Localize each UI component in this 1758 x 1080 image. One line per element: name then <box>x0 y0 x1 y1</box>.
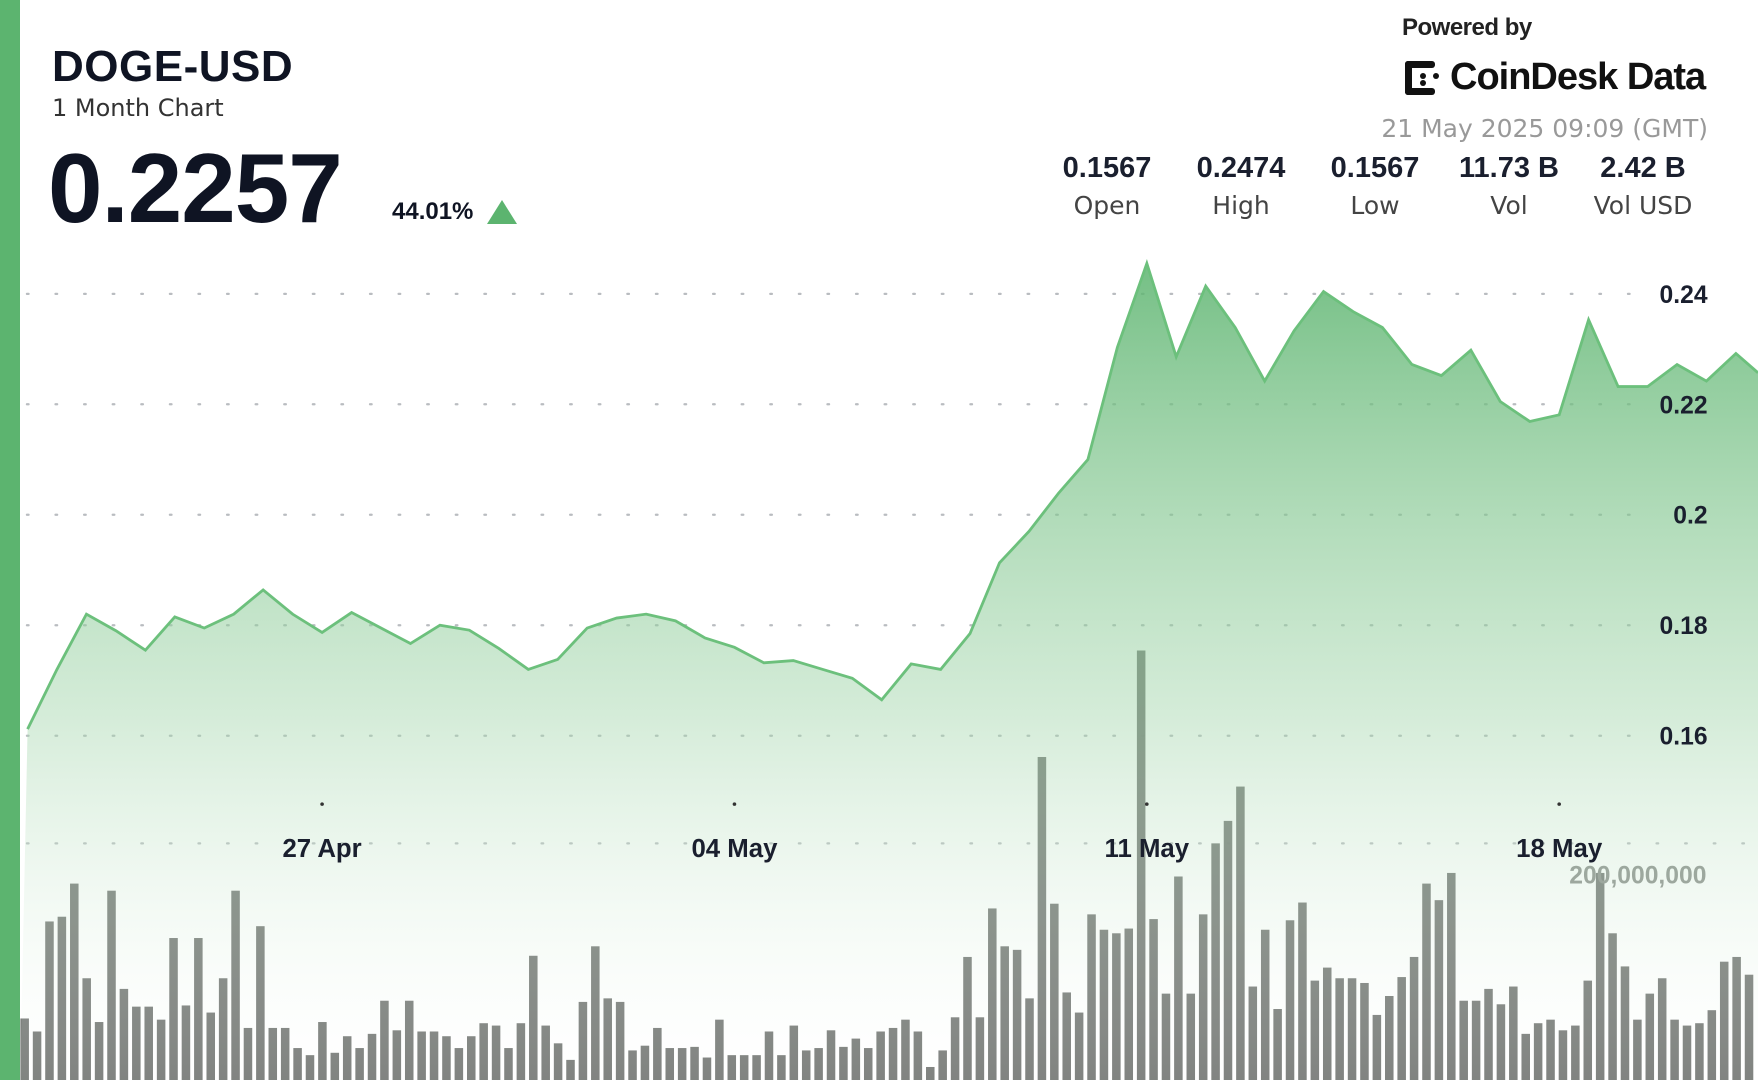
stat-value: 11.73 B <box>1459 152 1559 184</box>
stat-label: Vol <box>1490 191 1528 220</box>
chart-subtitle: 1 Month Chart <box>52 94 224 122</box>
stat-value: 2.42 B <box>1600 152 1686 184</box>
price-line <box>26 259 1758 730</box>
y-axis: 0.16 0.18 0.2 0.22 0.24 <box>1660 282 1708 751</box>
x-tick-label: 04 May <box>691 835 778 863</box>
stat-label: Low <box>1350 191 1400 220</box>
stat-high: 0.2474 High <box>1174 152 1308 220</box>
stat-value: 0.1567 <box>1330 152 1420 184</box>
y-tick-label: 0.18 <box>1660 613 1708 640</box>
x-tick-mark <box>732 802 737 806</box>
x-tick-mark <box>1557 802 1561 806</box>
powered-by: Powered by <box>1402 14 1532 41</box>
y-tick-label: 0.24 <box>1660 282 1708 309</box>
stats-row: 0.1567 Open 0.2474 High 0.1567 Low 11.73 B V… <box>1040 152 1710 220</box>
price-change: 44.01% <box>392 198 518 226</box>
x-tick-label: 18 May <box>1516 835 1603 863</box>
x-tick-label: 11 May <box>1105 835 1190 863</box>
stat-value: 0.2474 <box>1196 152 1286 184</box>
x-axis: 27 Apr 04 May 11 May 18 May <box>282 802 1603 863</box>
y-tick-label: 0.2 <box>1673 503 1707 530</box>
x-tick-mark <box>1145 802 1149 806</box>
stat-vol: 11.73 B Vol <box>1442 152 1576 220</box>
x-tick-label: 27 Apr <box>282 835 361 863</box>
accent-bar <box>0 0 20 1080</box>
up-triangle-icon <box>487 200 518 224</box>
change-percent: 44.01% <box>392 198 474 225</box>
stat-label: Open <box>1073 191 1141 220</box>
stat-low: 0.1567 Low <box>1308 152 1442 220</box>
stat-open: 0.1567 Open <box>1040 152 1174 220</box>
price-area <box>20 263 1758 1080</box>
stat-label: Vol USD <box>1593 191 1693 220</box>
y-tick-label: 0.16 <box>1660 724 1708 751</box>
y-tick-label: 0.22 <box>1660 392 1708 419</box>
x-tick-mark <box>320 802 324 806</box>
brand-logo: CoinDesk Data <box>1402 56 1706 99</box>
stat-label: High <box>1212 191 1270 220</box>
current-price: 0.2257 <box>48 133 343 243</box>
symbol-title: DOGE-USD <box>52 42 294 91</box>
timestamp: 21 May 2025 09:09 (GMT) <box>1381 114 1708 143</box>
stat-value: 0.1567 <box>1062 152 1152 184</box>
stat-vol-usd: 2.42 B Vol USD <box>1576 152 1710 220</box>
coindesk-logo-icon <box>1405 60 1439 95</box>
brand-name: CoinDesk Data <box>1450 56 1706 98</box>
